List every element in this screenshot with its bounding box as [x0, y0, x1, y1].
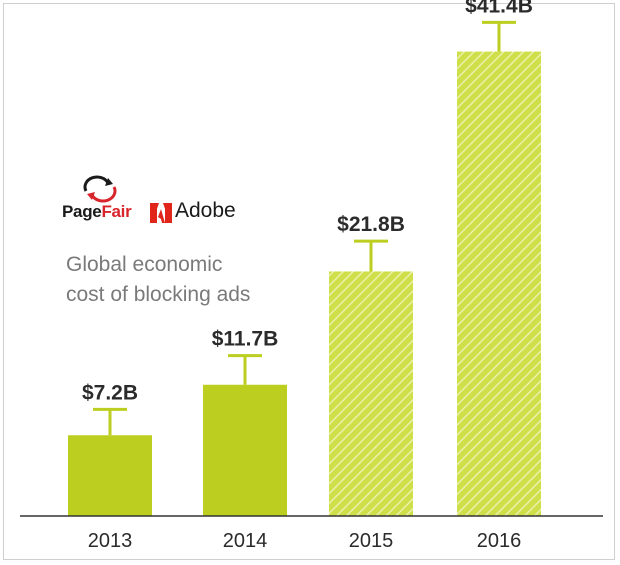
chart-subtitle: Global economic cost of blocking ads: [66, 250, 306, 310]
x-tick-label-2013: 2013: [88, 530, 133, 552]
logos-area: PageFair Adobe: [62, 175, 282, 225]
x-tick-label-2015: 2015: [349, 530, 394, 552]
x-tick-label-2016: 2016: [477, 530, 522, 552]
bar-2013: [68, 435, 152, 516]
bar-2016: [457, 51, 541, 516]
subtitle-line-2: cost of blocking ads: [66, 283, 251, 306]
value-label-2013: $7.2B: [82, 381, 138, 404]
pagefair-logo-icon: [83, 175, 117, 203]
bar-2014: [203, 384, 287, 516]
bar-2015: [329, 271, 413, 516]
pagefair-logo-text: PageFair: [62, 202, 132, 221]
subtitle-line-1: Global economic: [66, 253, 223, 276]
adobe-wordmark: Adobe: [175, 199, 236, 222]
value-label-2014: $11.7B: [212, 328, 279, 351]
value-label-2015: $21.8B: [337, 213, 405, 236]
pagefair-wordmark: PageFair: [62, 202, 132, 222]
x-tick-label-2014: 2014: [223, 530, 268, 552]
adobe-logo-icon: [150, 203, 172, 223]
value-label-2016: $41.4B: [465, 0, 533, 17]
